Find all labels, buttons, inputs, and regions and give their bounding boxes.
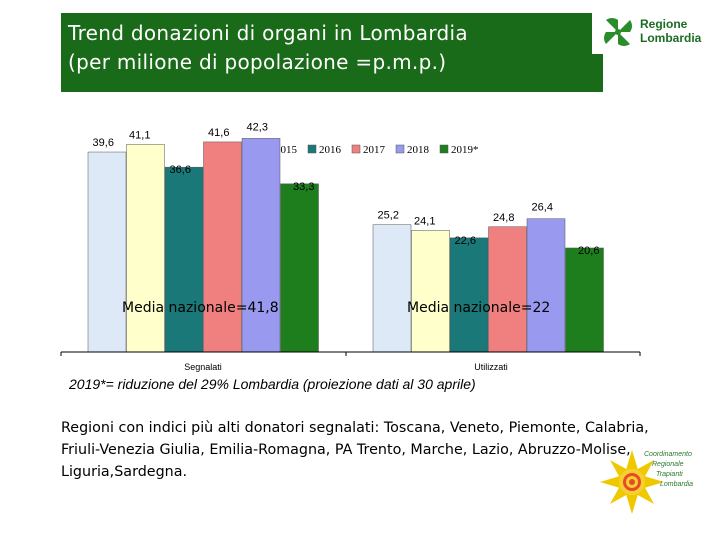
media-nazionale-utilizzati-label: Media nazionale=22 (407, 300, 551, 316)
legend-label: 2016 (319, 144, 342, 156)
bar-2019-utilizzati (565, 247, 604, 353)
media-nazionale-segnalati-label: Media nazionale=41,8 (122, 300, 279, 316)
bar-2016-segnalati (164, 166, 204, 353)
x-axis-category-label: Utilizzati (474, 362, 508, 372)
bar-value-label: 25,2 (378, 210, 399, 222)
page-title: Trend donazioni di organi in Lombardia (68, 21, 468, 45)
bar-value-label: 24,8 (493, 212, 514, 224)
x-axis-category-label: Segnalati (184, 362, 222, 372)
legend-swatch (439, 144, 449, 154)
bar-2015-utilizzati (411, 230, 450, 353)
chart-value-labels: 39,6 25,2 41,1 24,1 36,6 22,6 41,6 24,8 42,3 26,4… (93, 121, 600, 257)
legend-label: 2019* (451, 144, 479, 156)
legend-label: 2017 (363, 144, 386, 156)
bar-value-label: 33,3 (293, 181, 314, 193)
regione-lombardia-logo-icon (598, 12, 638, 52)
coordinamento-trapianti-seal: Coordinamento Regionale Trapianti Lombar… (600, 450, 693, 514)
bar-value-label: 41,6 (208, 127, 229, 139)
bar-value-label: 42,3 (247, 121, 268, 133)
chart-bars (87, 138, 604, 353)
seal-text: Lombardia (660, 481, 693, 488)
bar-2019-segnalati (280, 183, 319, 353)
seal-text: Trapianti (656, 471, 683, 478)
regione-lombardia-logo: Regione Lombardia (592, 8, 712, 54)
logo-text-lombardia: Lombardia (640, 31, 702, 45)
bar-2017-segnalati (203, 141, 242, 353)
legend-label: 2015 (275, 144, 298, 156)
bar-2016-utilizzati (449, 237, 489, 353)
regions-note: Regioni con indici più alti donatori seg… (61, 420, 649, 480)
seal-text: Coordinamento (644, 451, 692, 458)
legend-swatch (395, 144, 405, 154)
bar-2018-segnalati (241, 138, 281, 353)
legend-swatch (351, 144, 361, 154)
logo-text-regione: Regione (640, 17, 688, 31)
footnote: 2019*= riduzione del 29% Lombardia (proi… (69, 376, 476, 392)
bar-value-label: 41,1 (129, 129, 150, 141)
bar-2015-segnalati (126, 144, 165, 353)
bar-value-label: 24,1 (414, 215, 435, 227)
bar-2014-utilizzati (372, 224, 412, 353)
bar-value-label: 26,4 (532, 202, 553, 214)
legend-swatch (307, 144, 317, 154)
bar-2018-utilizzati (526, 218, 566, 353)
bar-2014-segnalati (87, 151, 127, 353)
bar-value-label: 22,6 (455, 235, 476, 247)
title-banner: Trend donazioni di organi in Lombardia (… (61, 13, 603, 92)
seal-text: Regionale (652, 461, 684, 468)
legend-label: 2018 (407, 144, 430, 156)
bar-value-label: 20,6 (578, 245, 599, 257)
bar-value-label: 39,6 (93, 137, 114, 149)
bar-value-label: 36,6 (170, 164, 191, 176)
page-subtitle: (per milione di popolazione =p.m.p.) (68, 50, 447, 74)
x-axis-category-labels: Segnalati Utilizzati (184, 362, 508, 372)
bar-2017-utilizzati (488, 226, 527, 353)
